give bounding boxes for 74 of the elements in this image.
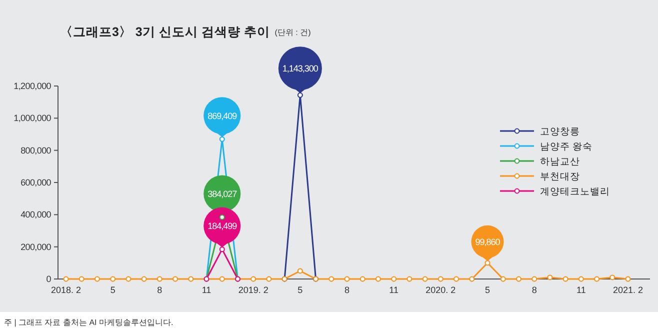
x-tick-label: 5 [484, 285, 490, 295]
point [500, 276, 506, 282]
x-tick-label: 2018. 2 [50, 285, 82, 295]
point [94, 276, 100, 282]
x-tick-label: 2021. 2 [612, 285, 644, 295]
point [297, 268, 303, 274]
x-tick-label: 11 [576, 285, 586, 295]
x-tick-label: 2019. 2 [238, 285, 268, 295]
x-tick-label: 5 [110, 285, 116, 295]
x-tick-label: 8 [532, 285, 537, 295]
point [578, 276, 584, 282]
data-label: 99,860 [475, 236, 500, 247]
point [250, 276, 256, 282]
point [219, 246, 225, 252]
point [438, 276, 444, 282]
point [110, 276, 116, 282]
point [297, 92, 303, 98]
legend-label: 계양테크노밸리 [540, 186, 610, 198]
data-label: 1,143,300 [282, 64, 318, 74]
point [188, 276, 194, 282]
point [391, 276, 397, 282]
x-tick-label: 8 [344, 285, 350, 295]
x-tick-label: 11 [389, 285, 399, 295]
point [219, 136, 225, 142]
y-tick-label: 200,000 [20, 242, 52, 252]
data-label: 1,143,300 [278, 46, 322, 94]
x-tick-label: 2020. 2 [426, 285, 456, 295]
point [562, 276, 568, 282]
data-label: 184,499 [208, 221, 238, 232]
point [406, 276, 412, 282]
point [63, 276, 69, 282]
text: 주 | 그래프 자료 출처는 AI 마케팅솔루션입니다. [4, 318, 174, 327]
point [344, 276, 350, 282]
point [219, 276, 225, 282]
data-label: 384,027 [208, 188, 238, 199]
point [422, 276, 428, 282]
point [219, 214, 225, 220]
x-tick-label: 5 [298, 285, 303, 295]
legend-label: 남양주 왕숙 [540, 142, 593, 152]
y-tick-label: 600,000 [20, 178, 52, 188]
point [141, 276, 147, 282]
x-tick-label: 8 [157, 285, 162, 295]
point [547, 274, 553, 280]
data-label: 99,860 [471, 225, 504, 261]
point [484, 260, 490, 266]
legend-label: 부천대장 [540, 172, 580, 182]
point [78, 276, 84, 282]
chart-subtitle: (단위 : 건) [274, 28, 312, 37]
point [610, 274, 616, 280]
x-tick-label: 11 [202, 285, 212, 295]
point [376, 276, 381, 282]
legend-label: 고양창릉 [540, 126, 580, 138]
legend-label: 하남교산 [540, 156, 580, 168]
data-label: 869,409 [204, 97, 241, 138]
y-tick-label: 0 [46, 274, 52, 284]
data-label: 869,409 [208, 110, 238, 121]
y-tick-label: 1,200,000 [14, 81, 52, 91]
chart-title: 〈그래프3〉 3기 신도시 검색량 추이 [60, 25, 270, 39]
point [328, 276, 334, 282]
data-label: 184,499 [204, 207, 241, 248]
y-tick-label: 1,000,000 [14, 113, 52, 124]
y-tick-label: 400,000 [20, 210, 52, 220]
point [172, 276, 178, 282]
point [516, 276, 522, 282]
point [532, 276, 538, 282]
point [156, 276, 162, 282]
point [126, 276, 132, 282]
point [469, 276, 475, 282]
point [454, 276, 459, 282]
point [266, 276, 272, 282]
point [594, 276, 600, 282]
point [360, 276, 366, 282]
point [625, 276, 631, 282]
y-tick-label: 800,000 [20, 145, 52, 156]
